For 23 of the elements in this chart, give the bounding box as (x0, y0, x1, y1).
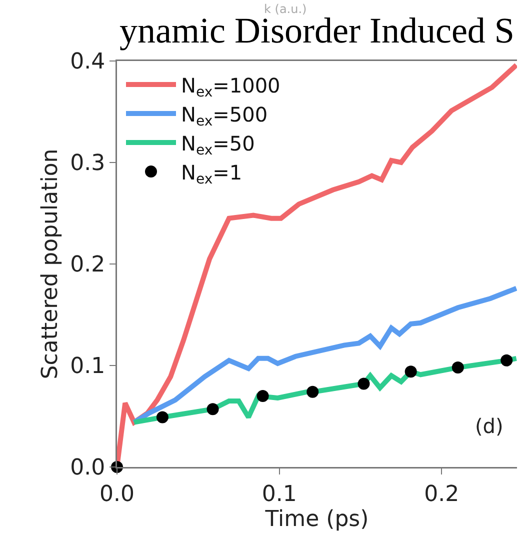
x-tick-label: 0.2 (424, 482, 460, 507)
y-tick-label: 0.0 (70, 456, 106, 481)
point (358, 378, 370, 390)
legend-label: N$_{ex}$=50 (181, 131, 255, 159)
legend-label: N$_{ex}$=1 (181, 160, 242, 188)
point (306, 386, 319, 398)
annotation: (d) (475, 414, 504, 438)
x-tick-label: 0.0 (100, 482, 134, 507)
y-tick-label: 0.2 (70, 252, 106, 278)
point (404, 366, 417, 378)
point (500, 354, 513, 366)
legend-label: N$_{ex}$=500 (181, 102, 268, 130)
y-tick-label: 0.1 (70, 354, 106, 380)
y-axis-title: Scattered population (38, 148, 64, 380)
legend-label: N$_{ex}$=1000 (181, 73, 280, 101)
x-axis-title: Time (ps) (264, 506, 369, 532)
point (206, 403, 219, 416)
point (256, 390, 269, 402)
point (452, 362, 464, 374)
x-tick-label: 0.1 (262, 482, 297, 507)
y-tick-label: 0.3 (70, 151, 106, 176)
y-tick-label: 0.4 (70, 50, 106, 75)
point (156, 411, 168, 424)
